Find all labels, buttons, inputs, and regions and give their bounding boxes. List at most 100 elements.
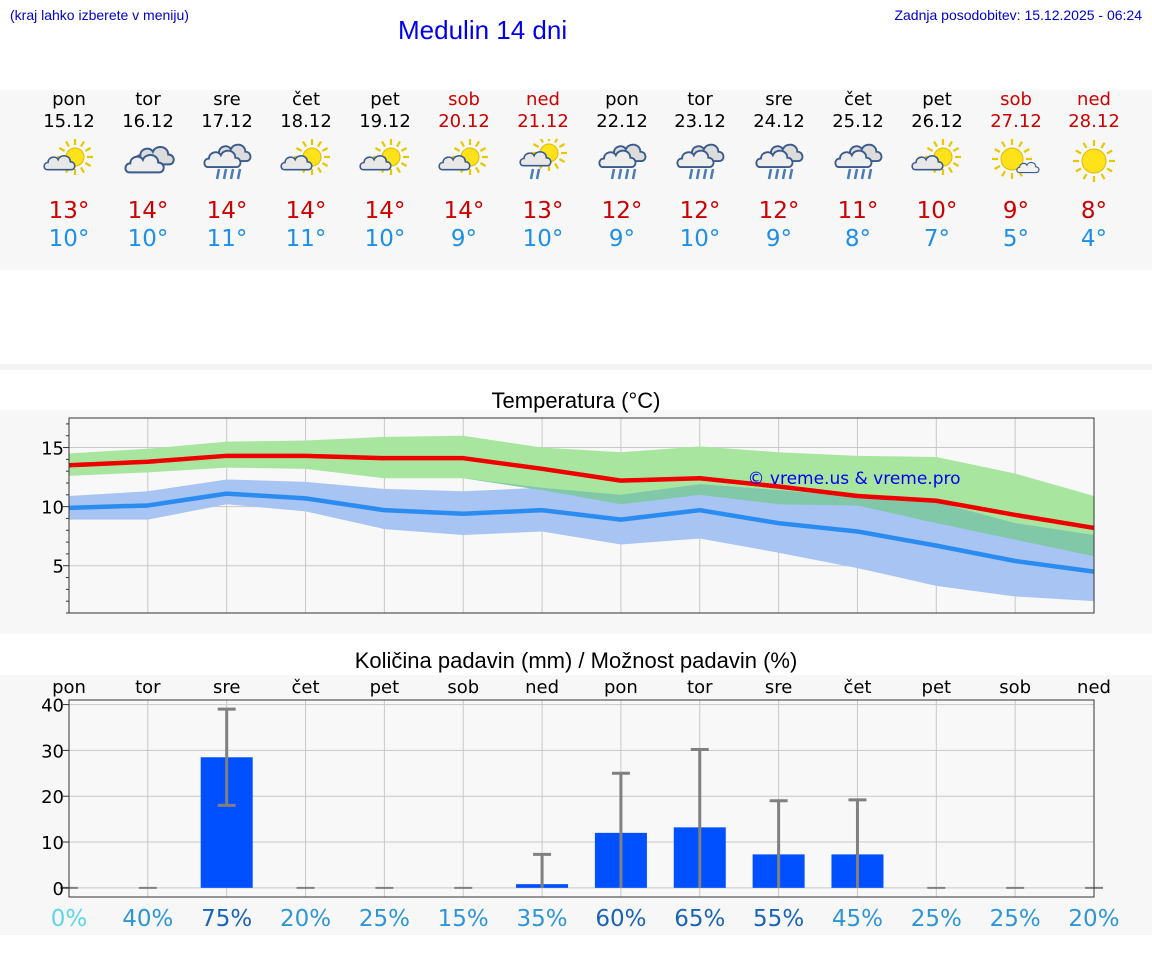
rain-icon	[676, 143, 725, 180]
x-category-label: tor	[135, 677, 161, 698]
min-temp-line	[68, 491, 1095, 574]
y-tick-label: 0	[53, 879, 64, 900]
precip-probability: 35%	[517, 906, 568, 932]
x-category-label: pet	[370, 677, 400, 698]
x-category-label: pet	[922, 677, 952, 698]
temp-max: 12°	[601, 198, 643, 224]
x-category-label: sre	[765, 677, 792, 698]
y-tick-label: 5	[53, 557, 64, 578]
cloudy-icon	[124, 146, 175, 174]
precip-probability: 40%	[122, 906, 173, 932]
temp-min: 7°	[923, 226, 951, 252]
day-column: pon 22.12 12° 9°	[577, 89, 667, 253]
day-name: sob	[1000, 89, 1032, 110]
days-row: pon 15.12 13° 10° tor 16.12 14° 10° sre …	[0, 89, 1152, 269]
precip-probability: 55%	[753, 906, 804, 932]
temp-min: 9°	[608, 226, 636, 252]
day-name: pon	[605, 89, 639, 110]
min-range-band	[69, 479, 1094, 602]
temp-max: 13°	[48, 198, 90, 224]
partly-sunny-icon	[280, 139, 330, 175]
page-title: Medulin 14 dni	[398, 15, 568, 45]
location-menu-hint[interactable]: (kraj lahko izberete v meniju)	[10, 7, 189, 23]
y-tick-label: 10	[41, 498, 64, 519]
day-column: čet 25.12 11° 8°	[813, 89, 903, 253]
day-column: sob 20.12 14° 9°	[419, 89, 509, 253]
day-name: sre	[213, 89, 241, 110]
temp-max: 11°	[837, 198, 879, 224]
day-column: tor 16.12 14° 10°	[103, 89, 193, 253]
day-column: ned 28.12 8° 4°	[1049, 89, 1139, 253]
day-date: 25.12	[832, 111, 884, 132]
x-category-label: čet	[843, 677, 871, 698]
temp-max: 14°	[364, 198, 406, 224]
temp-max: 14°	[127, 198, 169, 224]
watermark: © vreme.us & vreme.pro	[747, 469, 960, 489]
plot-frame	[68, 417, 1095, 614]
day-name: tor	[135, 89, 161, 110]
temp-min: 5°	[1002, 226, 1030, 252]
day-name: sre	[765, 89, 793, 110]
partly-sunny-icon	[43, 139, 93, 175]
day-date: 28.12	[1068, 111, 1120, 132]
precip-probability: 45%	[832, 906, 883, 932]
day-column: pon 15.12 13° 10°	[24, 89, 114, 253]
y-tick-label: 15	[41, 439, 64, 460]
day-column: pet 19.12 14° 10°	[340, 89, 430, 253]
plot-frame	[68, 699, 1095, 898]
day-name: pet	[370, 89, 400, 110]
rain-icon	[203, 143, 252, 180]
day-name: ned	[1077, 89, 1111, 110]
temp-min: 10°	[522, 226, 564, 252]
temp-min: 9°	[765, 226, 793, 252]
day-date: 15.12	[43, 111, 95, 132]
temp-min: 10°	[48, 226, 90, 252]
day-name: pon	[52, 89, 86, 110]
y-tick-label: 20	[41, 787, 64, 808]
day-name: ned	[526, 89, 560, 110]
precip-probability: 25%	[911, 906, 962, 932]
day-date: 16.12	[122, 111, 174, 132]
last-updated: Zadnja posodobitev: 15.12.2025 - 06:24	[894, 7, 1142, 23]
temp-max: 13°	[522, 198, 564, 224]
day-date: 26.12	[911, 111, 963, 132]
temp-max: 10°	[916, 198, 958, 224]
day-date: 17.12	[201, 111, 253, 132]
temp-min: 11°	[206, 226, 248, 252]
x-category-label: tor	[687, 677, 713, 698]
y-tick-label: 10	[41, 833, 64, 854]
temp-chart: 5 10 15 © vreme.us & vreme.pro	[41, 417, 1095, 614]
max-temp-line	[68, 453, 1095, 531]
temp-max: 9°	[1002, 198, 1030, 224]
x-category-label: sob	[447, 677, 479, 698]
day-date: 21.12	[517, 111, 569, 132]
day-date: 18.12	[280, 111, 332, 132]
y-tick-label: 40	[41, 696, 64, 717]
day-name: čet	[843, 89, 873, 110]
day-date: 24.12	[753, 111, 805, 132]
temp-min: 9°	[450, 226, 478, 252]
x-category-label: pon	[52, 677, 86, 698]
temp-chart-title: Temperatura (°C)	[491, 388, 661, 413]
forecast-strip	[0, 90, 1152, 270]
temp-min: 8°	[844, 226, 872, 252]
day-date: 20.12	[438, 111, 490, 132]
precip-probability: 20%	[1068, 906, 1119, 932]
sun-showers-icon	[519, 139, 567, 180]
partly-sunny-icon	[438, 139, 488, 175]
day-date: 27.12	[990, 111, 1042, 132]
overlap-band	[69, 467, 1094, 557]
rain-icon	[755, 143, 804, 180]
sunny-icon	[1073, 140, 1115, 182]
precip-probability: 15%	[438, 906, 489, 932]
day-column: ned 21.12 13° 10°	[498, 89, 588, 253]
temp-min: 10°	[364, 226, 406, 252]
rain-icon	[834, 143, 883, 180]
precip-probability: 25%	[990, 906, 1041, 932]
partly-sunny-icon	[911, 139, 961, 175]
precip-probability: 20%	[280, 906, 331, 932]
day-name: sob	[448, 89, 480, 110]
mostly-sunny-icon	[992, 139, 1040, 179]
day-column: sre 17.12 14° 11°	[182, 89, 272, 253]
